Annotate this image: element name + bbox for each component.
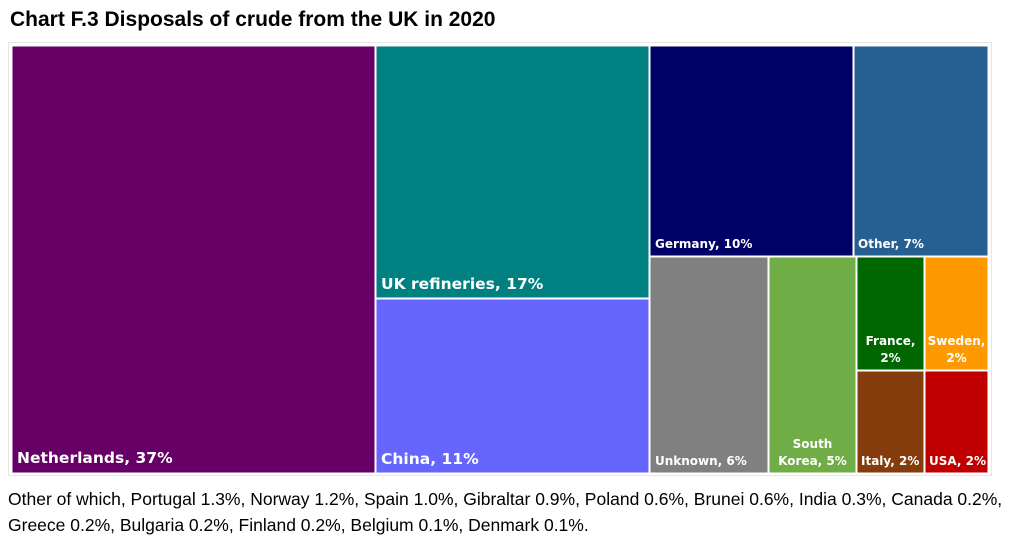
tile-italy: Italy, 2% <box>856 370 925 474</box>
tile-label-uk-refineries: UK refineries, 17% <box>381 275 544 293</box>
tile-label-china: China, 11% <box>381 450 479 468</box>
tile-rect-other <box>853 45 989 257</box>
tile-label-germany: Germany, 10% <box>655 237 752 251</box>
tile-unknown: Unknown, 6% <box>649 256 769 474</box>
tile-label-france: France, 2% <box>866 334 916 365</box>
footnote: Other of which, Portugal 1.3%, Norway 1.… <box>8 489 1003 535</box>
tile-uk-refineries: UK refineries, 17% <box>375 45 650 299</box>
tile-rect-germany <box>649 45 854 257</box>
tile-rect-unknown <box>649 256 769 474</box>
tile-rect-france <box>856 256 925 371</box>
tile-france: France, 2% <box>856 256 925 371</box>
tile-rect-uk-refineries <box>375 45 650 299</box>
tile-label-italy: Italy, 2% <box>861 454 919 468</box>
tile-label-usa: USA, 2% <box>929 454 986 468</box>
chart-title: Chart F.3 Disposals of crude from the UK… <box>10 8 496 31</box>
tile-other: Other, 7% <box>853 45 989 257</box>
tile-rect-sweden <box>924 256 989 371</box>
tile-rect-italy <box>856 370 925 474</box>
tile-south-korea: South Korea, 5% <box>768 256 857 474</box>
tile-germany: Germany, 10% <box>649 45 854 257</box>
tile-rect-netherlands <box>11 45 376 474</box>
tile-rect-south-korea <box>768 256 857 474</box>
tile-label-other: Other, 7% <box>858 237 924 251</box>
tile-china: China, 11% <box>375 298 650 474</box>
tile-usa: USA, 2% <box>924 370 989 474</box>
tile-sweden: Sweden, 2% <box>924 256 989 371</box>
tile-label-sweden: Sweden, 2% <box>928 334 986 365</box>
tile-rect-usa <box>924 370 989 474</box>
chart-area <box>8 42 992 476</box>
tile-label-south-korea: South Korea, 5% <box>778 437 847 468</box>
tile-label-netherlands: Netherlands, 37% <box>17 449 173 467</box>
tile-label-unknown: Unknown, 6% <box>655 454 747 468</box>
tile-rect-china <box>375 298 650 474</box>
tile-netherlands: Netherlands, 37% <box>11 45 376 474</box>
